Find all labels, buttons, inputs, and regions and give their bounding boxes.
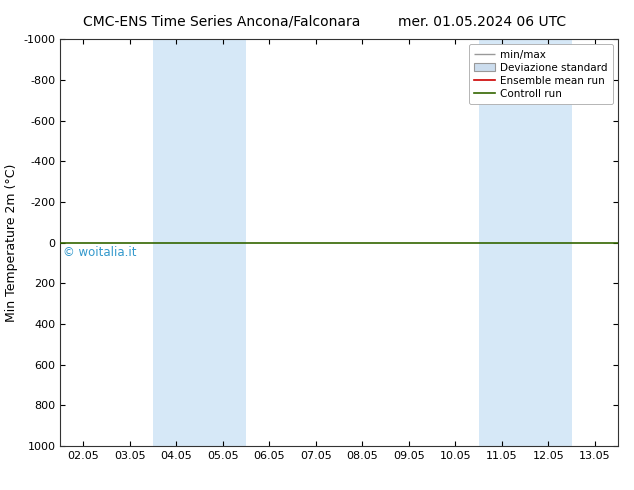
Bar bbox=[153, 39, 246, 446]
Y-axis label: Min Temperature 2m (°C): Min Temperature 2m (°C) bbox=[5, 163, 18, 322]
Bar bbox=[479, 39, 572, 446]
Legend: min/max, Deviazione standard, Ensemble mean run, Controll run: min/max, Deviazione standard, Ensemble m… bbox=[469, 45, 613, 104]
Text: © woitalia.it: © woitalia.it bbox=[63, 246, 136, 259]
Text: CMC-ENS Time Series Ancona/Falconara: CMC-ENS Time Series Ancona/Falconara bbox=[83, 15, 361, 29]
Text: mer. 01.05.2024 06 UTC: mer. 01.05.2024 06 UTC bbox=[398, 15, 566, 29]
